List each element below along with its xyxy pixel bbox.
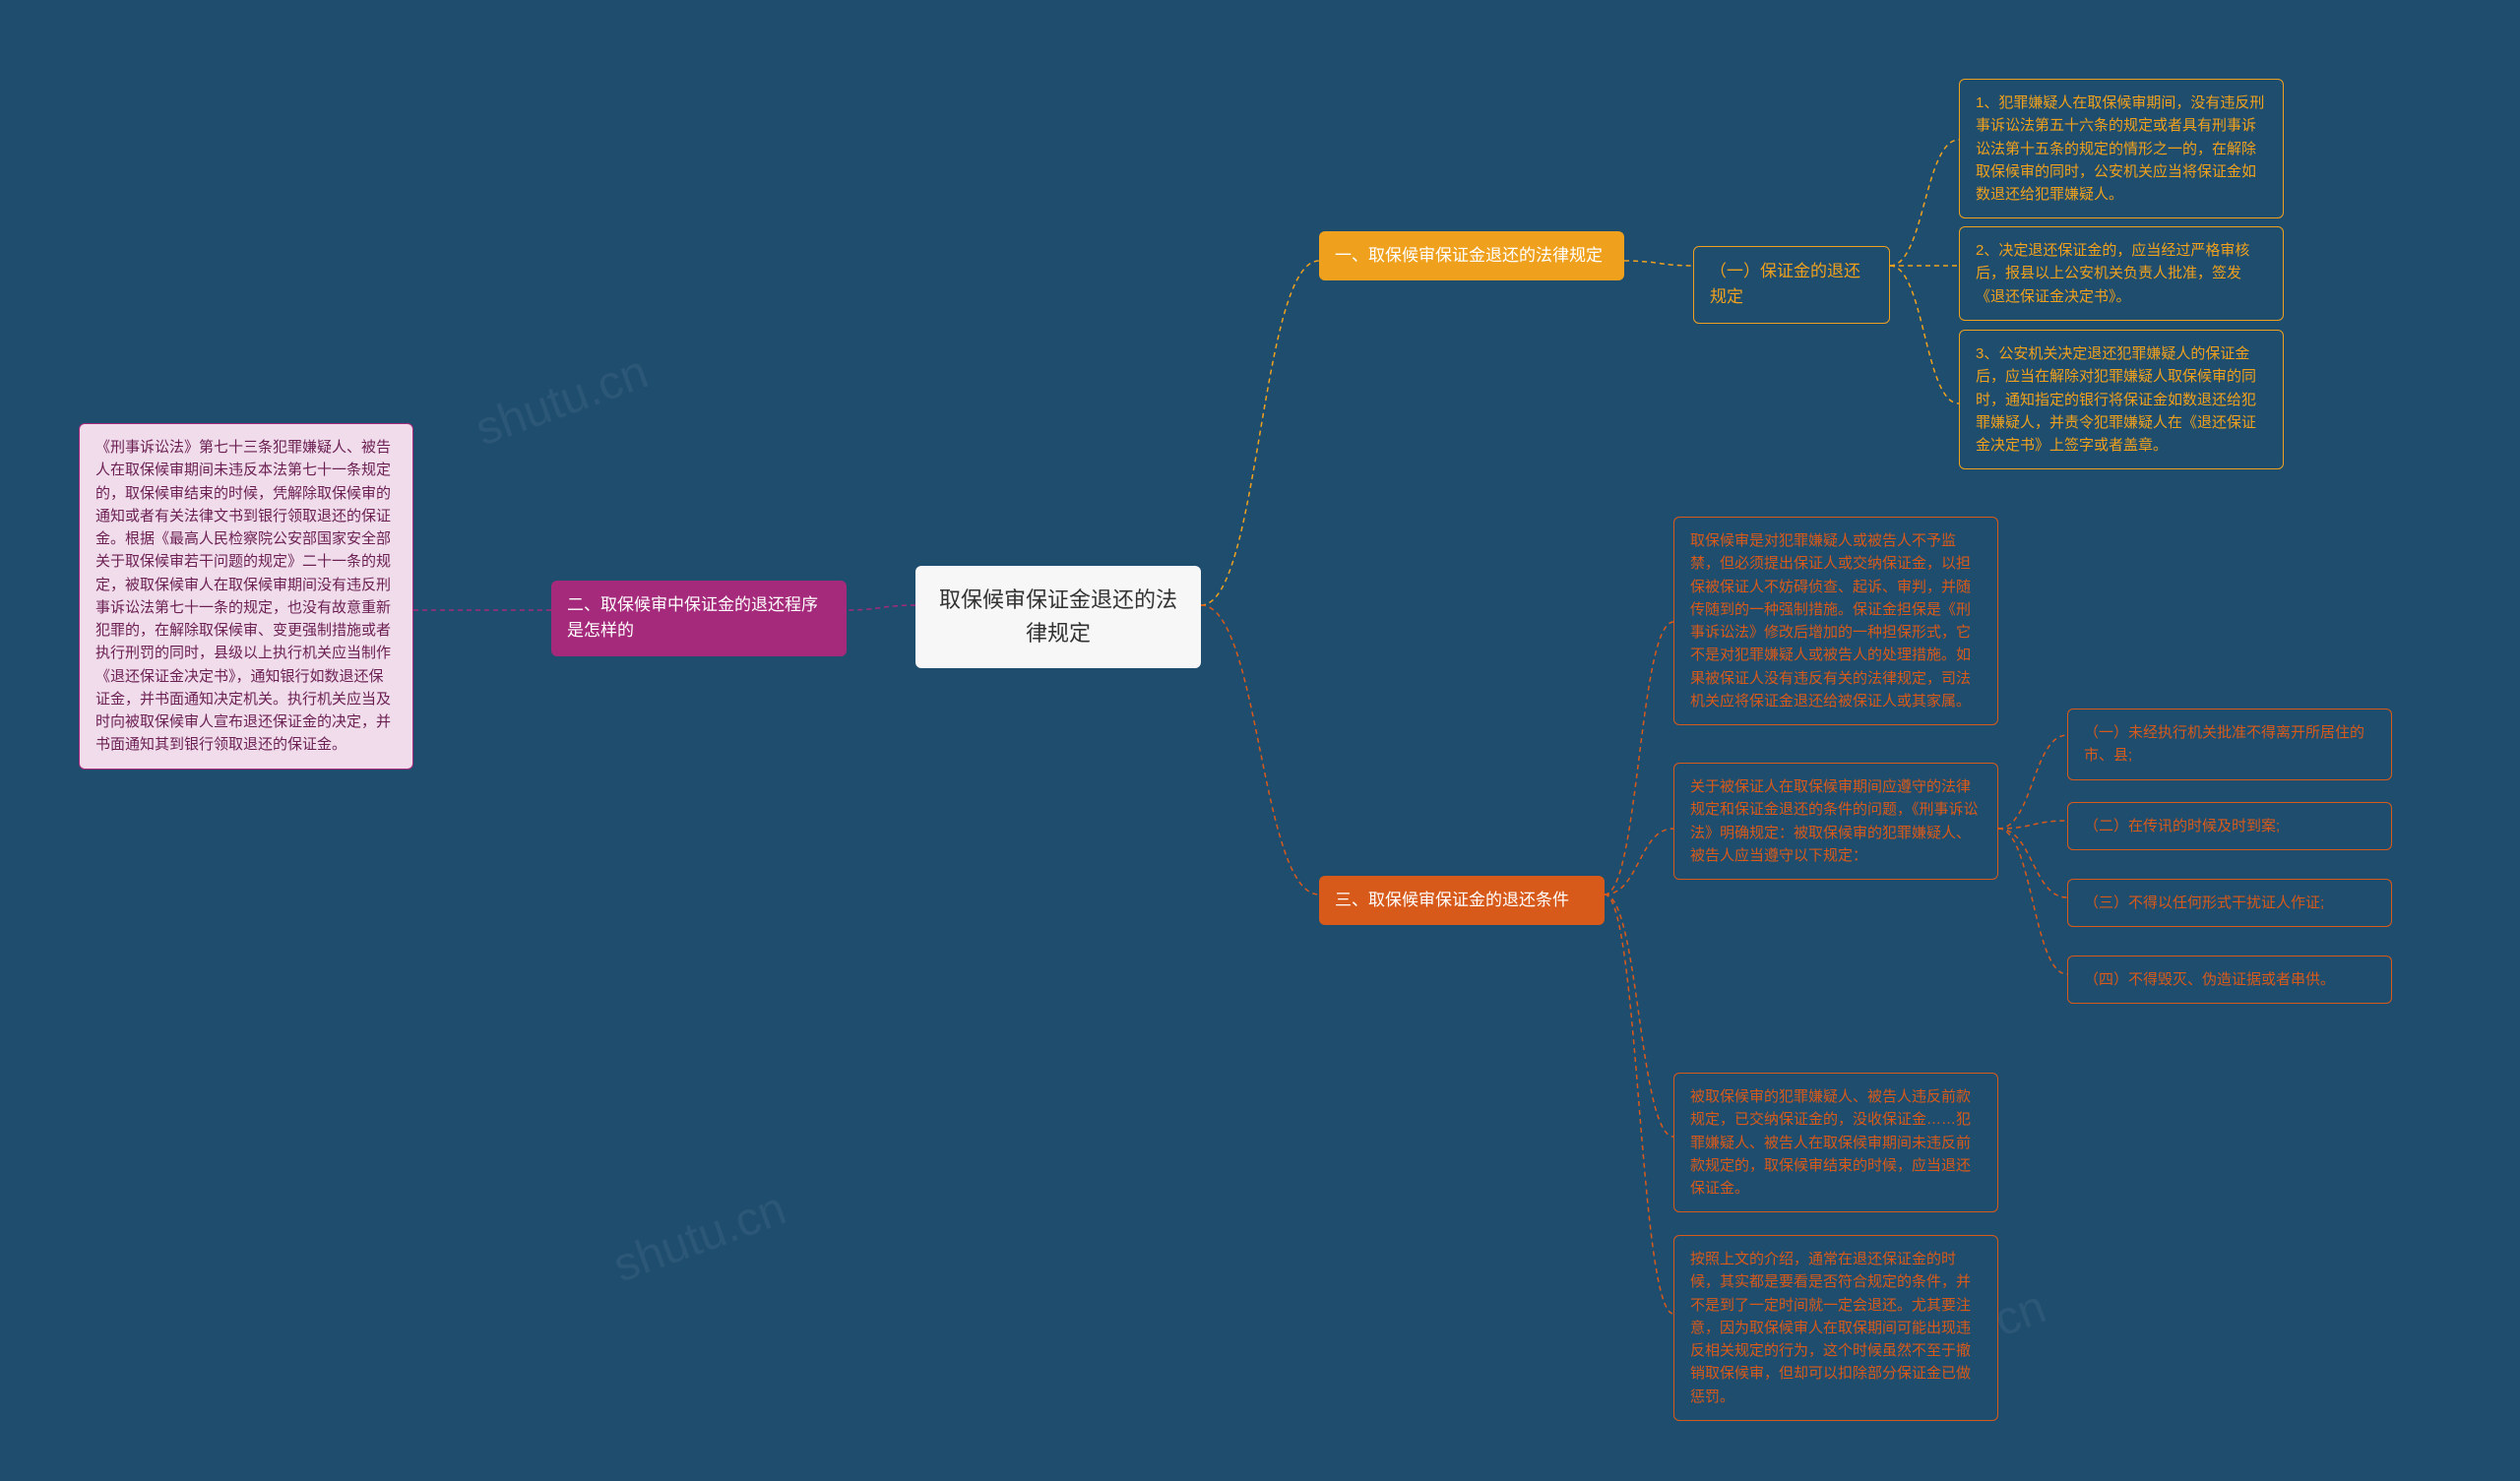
section-3-sub: （二）在传讯的时候及时到案;: [2067, 802, 2392, 850]
section-1-sub: （一）保证金的退还规定: [1693, 246, 1890, 324]
section-3-leaf: 关于被保证人在取保候审期间应遵守的法律规定和保证金退还的条件的问题，《刑事诉讼法…: [1673, 763, 1998, 880]
section-3-leaf: 取保候审是对犯罪嫌疑人或被告人不予监禁，但必须提出保证人或交纳保证金，以担保被保…: [1673, 517, 1998, 725]
section-3-title: 三、取保候审保证金的退还条件: [1319, 876, 1605, 925]
watermark: shutu.cn: [606, 1182, 792, 1294]
section-3-sub: （一）未经执行机关批准不得离开所居住的市、县;: [2067, 709, 2392, 780]
section-1-title: 一、取保候审保证金退还的法律规定: [1319, 231, 1624, 280]
section-3-sub: （三）不得以任何形式干扰证人作证;: [2067, 879, 2392, 927]
section-2-title: 二、取保候审中保证金的退还程序是怎样的: [551, 581, 847, 656]
section-1-leaf: 1、犯罪嫌疑人在取保候审期间，没有违反刑事诉讼法第五十六条的规定或者具有刑事诉讼…: [1959, 79, 2284, 218]
section-3-sub: （四）不得毁灭、伪造证据或者串供。: [2067, 956, 2392, 1004]
section-1-leaf: 3、公安机关决定退还犯罪嫌疑人的保证金后，应当在解除对犯罪嫌疑人取保候审的同时，…: [1959, 330, 2284, 469]
watermark: shutu.cn: [469, 345, 655, 458]
section-2-leaf: 《刑事诉讼法》第七十三条犯罪嫌疑人、被告人在取保候审期间未违反本法第七十一条规定…: [79, 423, 413, 770]
section-1-leaf: 2、决定退还保证金的，应当经过严格审核后，报县以上公安机关负责人批准，签发《退还…: [1959, 226, 2284, 321]
section-3-leaf: 按照上文的介绍，通常在退还保证金的时候，其实都是要看是否符合规定的条件，并不是到…: [1673, 1235, 1998, 1421]
section-3-leaf: 被取保候审的犯罪嫌疑人、被告人违反前款规定，已交纳保证金的，没收保证金……犯罪嫌…: [1673, 1073, 1998, 1212]
root-node: 取保候审保证金退还的法律规定: [915, 566, 1201, 668]
